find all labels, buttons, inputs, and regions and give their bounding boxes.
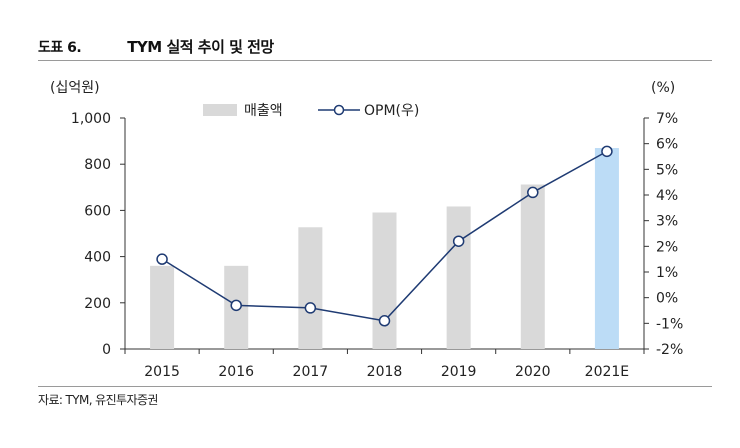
left-axis-tick-label: 800 <box>84 157 111 173</box>
source-note: 자료: TYM, 유진투자증권 <box>38 393 158 407</box>
top-divider <box>38 60 712 61</box>
bottom-divider <box>38 386 712 387</box>
right-axis-tick-label: 6% <box>656 137 678 153</box>
opm-point-2021E <box>601 145 613 158</box>
right-axis-tick-label: 0% <box>656 291 678 307</box>
bar-2020 <box>520 184 545 349</box>
x-axis-tick-label: 2018 <box>367 364 403 380</box>
opm-point-2016 <box>230 299 242 312</box>
right-axis-tick-label: 4% <box>656 188 678 204</box>
right-axis-tick-label: 2% <box>656 239 678 255</box>
legend-bar-label: 매출액 <box>244 103 283 119</box>
left-axis-unit: (십억원) <box>50 80 100 96</box>
figure-title: TYM 실적 추이 및 전망 <box>127 38 274 56</box>
legend-line-label: OPM(우) <box>364 103 419 119</box>
bar-2018 <box>372 212 397 349</box>
bar-2021E <box>594 148 619 349</box>
left-axis-tick-label: 200 <box>84 296 111 312</box>
left-axis-tick-label: 1,000 <box>71 111 111 127</box>
right-axis-tick-label: -2% <box>656 342 683 358</box>
legend-line-marker <box>333 104 345 116</box>
left-axis-tick-label: 0 <box>102 342 111 358</box>
opm-point-2020 <box>527 186 539 199</box>
right-axis-tick-label: 5% <box>656 162 678 178</box>
figure-header: 도표 6. TYM 실적 추이 및 전망 <box>38 36 274 58</box>
right-axis-unit: (%) <box>651 80 675 96</box>
bar-2015 <box>150 265 175 349</box>
bar-2019 <box>446 206 471 349</box>
right-axis-tick-label: -1% <box>656 316 683 332</box>
axes-layer <box>120 117 649 354</box>
left-axis-tick-label: 600 <box>84 203 111 219</box>
opm-point-2015 <box>156 253 168 265</box>
right-axis-tick-label: 7% <box>656 111 678 127</box>
opm-point-2018 <box>378 315 391 327</box>
line-layer <box>156 145 613 327</box>
legend-bar-swatch <box>203 104 237 116</box>
bar-2017 <box>298 227 323 349</box>
x-axis-tick-label: 2016 <box>218 364 254 380</box>
right-axis-tick-label: 3% <box>656 214 678 230</box>
x-axis-tick-label: 2015 <box>144 364 180 380</box>
labels-layer: 0 200 400 600 800 1,000 -2% -1% 0% 1% 2% 3% 4% 5% 6% 7%… <box>71 111 683 380</box>
bars-layer <box>150 148 619 349</box>
opm-point-2019 <box>452 235 465 247</box>
left-axis-tick-label: 400 <box>84 250 111 266</box>
right-axis-tick-label: 1% <box>656 265 678 281</box>
legend: 매출액 OPM(우) <box>203 103 419 119</box>
opm-point-2017 <box>304 302 317 314</box>
x-axis-tick-label: 2020 <box>515 364 551 380</box>
x-axis-tick-label: 2017 <box>293 364 329 380</box>
x-axis-tick-label: 2019 <box>441 364 477 380</box>
figure-number: 도표 6. <box>38 40 82 56</box>
x-axis-tick-label: 2021E <box>585 364 629 380</box>
